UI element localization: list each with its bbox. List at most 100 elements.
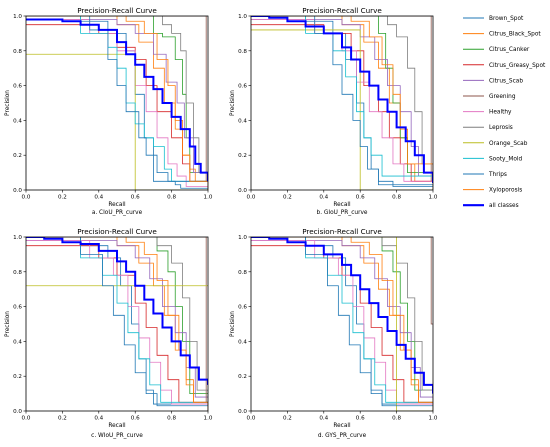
y-tick-label: 0.4 bbox=[238, 339, 247, 345]
plot-frame bbox=[250, 15, 434, 191]
x-tick-label: 1.0 bbox=[429, 416, 438, 422]
x-tick-label: 0.8 bbox=[392, 195, 401, 201]
y-tick-label: 1.0 bbox=[238, 14, 247, 20]
y-tick-label: 0.0 bbox=[238, 188, 247, 194]
y-tick-label: 0.4 bbox=[238, 118, 247, 124]
panel-caption: d. GYS_PR_curve bbox=[318, 433, 367, 439]
series-line-all-classes bbox=[251, 16, 433, 184]
legend-label: Brown_Spot bbox=[489, 16, 524, 22]
x-tick-label: 0.4 bbox=[94, 416, 103, 422]
x-tick-label: 0.2 bbox=[58, 416, 67, 422]
x-tick-label: 1.0 bbox=[429, 195, 438, 201]
legend-label: Thrips bbox=[488, 172, 507, 178]
x-tick-label: 0.6 bbox=[356, 416, 365, 422]
series-group bbox=[26, 16, 208, 190]
series-line-leprosis bbox=[26, 237, 208, 411]
y-tick-label: 0.2 bbox=[13, 374, 22, 380]
y-axis-label: Precision bbox=[230, 90, 236, 116]
y-tick-label: 1.0 bbox=[13, 235, 22, 241]
series-line-thrips bbox=[26, 237, 208, 411]
x-tick-label: 0.6 bbox=[356, 195, 365, 201]
x-axis-label: Recall bbox=[108, 423, 126, 429]
y-tick-label: 0.0 bbox=[238, 409, 247, 415]
series-group bbox=[26, 237, 208, 411]
series-line-orange-scab bbox=[251, 237, 433, 411]
x-tick-label: 0.4 bbox=[319, 195, 328, 201]
series-line-xyloporosis bbox=[26, 237, 208, 411]
x-tick-label: 0.8 bbox=[167, 416, 176, 422]
series-line-sooty-mold bbox=[251, 237, 433, 411]
y-tick-label: 0.6 bbox=[13, 305, 22, 311]
legend-label: all classes bbox=[489, 203, 519, 209]
legend-label: Leprosis bbox=[489, 125, 513, 131]
panel-title: Precision-Recall Curve bbox=[302, 6, 382, 15]
y-tick-label: 1.0 bbox=[238, 235, 247, 241]
legend-label: Sooty_Mold bbox=[489, 156, 523, 162]
y-tick-label: 0.2 bbox=[13, 153, 22, 159]
x-axis-label: Recall bbox=[333, 202, 351, 208]
y-tick-label: 0.0 bbox=[13, 188, 22, 194]
legend-label: Citrus_Canker bbox=[489, 47, 530, 53]
series-line-thrips bbox=[251, 237, 433, 411]
series-line-citrus-greasy-spot bbox=[26, 245, 208, 411]
series-line-xyloporosis bbox=[26, 16, 208, 190]
panel-caption: c. WIoU_PR_curve bbox=[91, 433, 143, 439]
series-line-citrus-scab bbox=[251, 19, 433, 190]
y-tick-label: 0.6 bbox=[238, 84, 247, 90]
x-tick-label: 0.6 bbox=[131, 416, 140, 422]
series-line-all-classes bbox=[26, 237, 208, 385]
x-tick-label: 0.2 bbox=[283, 416, 292, 422]
y-tick-label: 0.4 bbox=[13, 118, 22, 124]
y-tick-label: 0.8 bbox=[238, 270, 247, 276]
panel-title: Precision-Recall Curve bbox=[77, 227, 157, 236]
panel-title: Precision-Recall Curve bbox=[77, 6, 157, 15]
panels: Precision-Recall Curve 0.0 0.2 0.4 0.6 0.8 1.0… bbox=[5, 6, 438, 439]
y-axis-label: Precision bbox=[5, 90, 11, 116]
x-tick-label: 1.0 bbox=[204, 195, 213, 201]
series-line-citrus-greasy-spot bbox=[251, 245, 433, 411]
y-tick-label: 0.2 bbox=[238, 374, 247, 380]
series-line-brown-spot bbox=[251, 16, 433, 190]
pr-panel: Precision-Recall Curve 0.0 0.2 0.4 0.6 0.8 1.0… bbox=[5, 227, 213, 439]
y-tick-label: 0.6 bbox=[238, 305, 247, 311]
y-tick-label: 1.0 bbox=[13, 14, 22, 20]
legend-label: Citrus_Scab bbox=[489, 78, 523, 84]
series-line-orange-scab bbox=[251, 29, 433, 190]
legend-label: Citrus_Black_Spot bbox=[489, 32, 541, 38]
panel-caption: a. CIoU_PR_curve bbox=[92, 210, 143, 216]
x-tick-label: 0.2 bbox=[283, 195, 292, 201]
series-line-citrus-scab bbox=[26, 19, 208, 190]
y-axis-label: Precision bbox=[5, 311, 11, 337]
y-tick-label: 0.4 bbox=[13, 339, 22, 345]
y-tick-label: 0.0 bbox=[13, 409, 22, 415]
y-tick-label: 0.8 bbox=[13, 270, 22, 276]
x-tick-label: 0.2 bbox=[58, 195, 67, 201]
x-axis-label: Recall bbox=[108, 202, 126, 208]
y-tick-label: 0.8 bbox=[238, 49, 247, 55]
x-tick-label: 0.0 bbox=[247, 195, 256, 201]
series-line-citrus-scab bbox=[26, 240, 208, 411]
series-group bbox=[251, 237, 433, 411]
x-tick-label: 0.0 bbox=[22, 195, 31, 201]
plot-frame bbox=[25, 15, 209, 191]
legend: Brown_Spot Citrus_Black_Spot Citrus_Canker… bbox=[463, 16, 546, 209]
series-line-all-classes bbox=[251, 237, 433, 394]
legend-label: Citrus_Greasy_Spot bbox=[489, 63, 546, 69]
series-group bbox=[251, 16, 433, 190]
plot-frame bbox=[250, 236, 434, 412]
y-tick-label: 0.8 bbox=[13, 49, 22, 55]
legend-label: Orange_Scab bbox=[489, 141, 528, 147]
x-tick-label: 0.8 bbox=[392, 416, 401, 422]
panel-caption: b. GIoU_PR_curve bbox=[317, 210, 368, 216]
legend-label: Greening bbox=[489, 94, 516, 100]
series-line-all-classes bbox=[26, 18, 208, 182]
legend-label: Xyloporosis bbox=[489, 188, 522, 194]
series-line-greening bbox=[251, 237, 433, 325]
x-tick-label: 0.8 bbox=[167, 195, 176, 201]
panel-title: Precision-Recall Curve bbox=[302, 227, 382, 236]
x-axis-label: Recall bbox=[333, 423, 351, 429]
series-line-xyloporosis bbox=[251, 16, 433, 190]
pr-panel: Precision-Recall Curve 0.0 0.2 0.4 0.6 0.8 1.0… bbox=[230, 227, 438, 439]
x-tick-label: 1.0 bbox=[204, 416, 213, 422]
